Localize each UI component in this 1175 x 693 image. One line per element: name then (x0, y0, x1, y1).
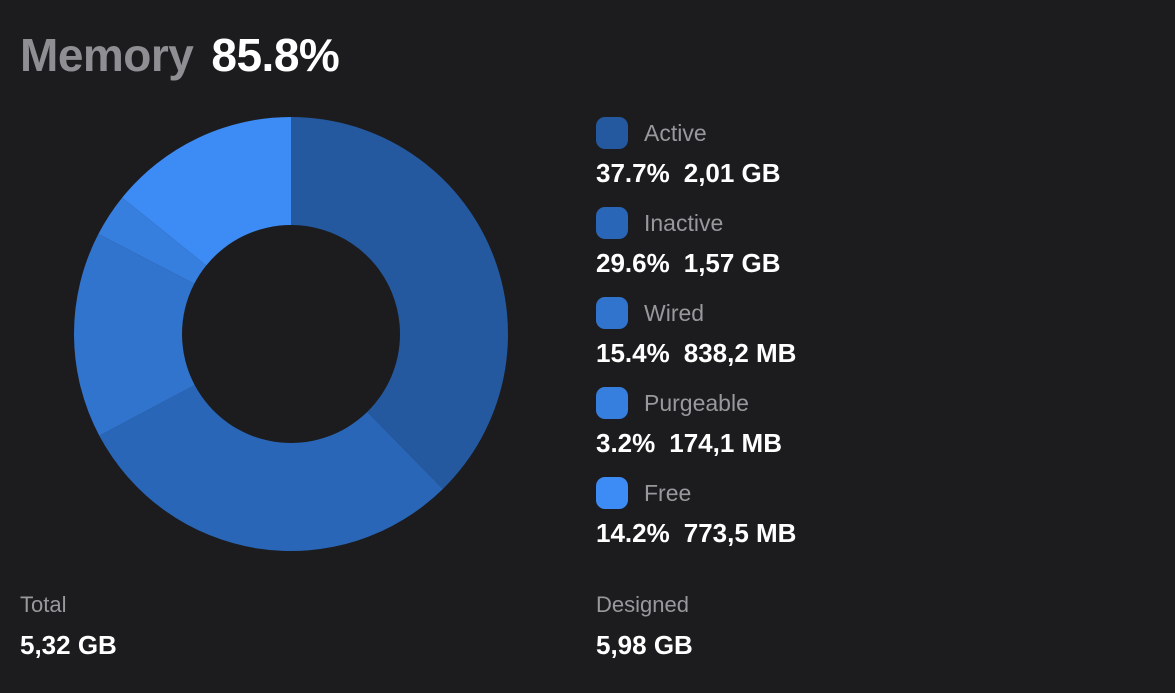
donut-slice-inactive (99, 385, 443, 551)
legend-item-wired: Wired 15.4% 838,2 MB (596, 296, 1116, 386)
legend-name: Active (644, 119, 707, 146)
memory-donut-chart (74, 116, 509, 551)
legend-swatch-purgeable (596, 387, 628, 419)
legend-swatch-free (596, 477, 628, 509)
legend-item-active: Active 37.7% 2,01 GB (596, 116, 1116, 206)
legend-swatch-wired (596, 297, 628, 329)
memory-title: Memory (20, 29, 194, 81)
legend-percent: 3.2% (596, 428, 656, 458)
memory-header: Memory 85.8% (20, 28, 340, 82)
legend-percent: 29.6% (596, 248, 670, 278)
legend-name: Wired (644, 299, 705, 326)
total-memory: Total 5,32 GB (20, 592, 117, 661)
designed-value: 5,98 GB (596, 630, 693, 660)
legend-percent: 14.2% (596, 518, 670, 548)
legend-size: 1,57 GB (683, 248, 781, 278)
legend-swatch-active (596, 117, 628, 149)
donut-slice-wired (74, 234, 195, 436)
legend-swatch-inactive (596, 207, 628, 239)
legend-name: Inactive (644, 209, 724, 236)
legend-size: 838,2 MB (683, 338, 797, 368)
legend-size: 773,5 MB (683, 518, 797, 548)
legend-size: 2,01 GB (683, 158, 781, 188)
memory-legend: Active 37.7% 2,01 GB Inactive 29.6% 1,57 G… (596, 116, 1116, 566)
designed-label: Designed (596, 592, 689, 617)
legend-item-inactive: Inactive 29.6% 1,57 GB (596, 206, 1116, 296)
legend-item-purgeable: Purgeable 3.2% 174,1 MB (596, 386, 1116, 476)
donut-slice-purgeable (98, 197, 207, 284)
total-value: 5,32 GB (20, 630, 117, 660)
legend-item-free: Free 14.2% 773,5 MB (596, 476, 1116, 566)
legend-name: Free (644, 479, 692, 506)
memory-usage-percent: 85.8% (211, 29, 340, 81)
total-label: Total (20, 592, 67, 617)
donut-slice-active (291, 117, 509, 489)
legend-size: 174,1 MB (669, 428, 782, 458)
legend-percent: 37.7% (596, 158, 670, 188)
donut-slice-free (122, 116, 291, 266)
legend-name: Purgeable (644, 389, 749, 416)
legend-percent: 15.4% (596, 338, 670, 368)
designed-memory: Designed 5,98 GB (596, 592, 693, 661)
